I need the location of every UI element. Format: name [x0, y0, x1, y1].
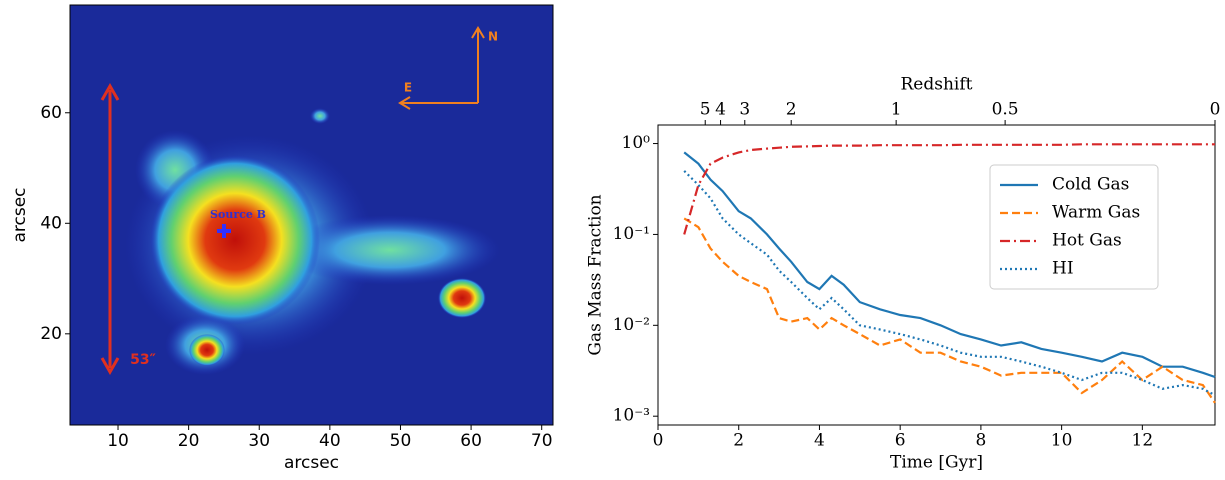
arrow-head: [100, 82, 120, 376]
x-tick-label: 30: [248, 431, 270, 451]
x-tick-label: 6: [895, 431, 906, 451]
x-tick-label: 4: [814, 431, 825, 451]
x-tick-label: 12: [1132, 431, 1154, 451]
emission: [280, 215, 500, 285]
legend-box: [989, 164, 1159, 290]
x-tick-label: 70: [531, 431, 553, 451]
x-axis-label: Time [Gyr]: [890, 453, 983, 473]
y-tick-label: 10⁻²: [613, 315, 650, 335]
annotation: N: [488, 30, 498, 44]
y-axis-label: arcsec: [10, 187, 30, 242]
x-tick-label: 2: [733, 431, 744, 451]
y-tick-label: 60: [40, 103, 62, 123]
axes-frame: [69, 4, 554, 426]
y-axis-label: Gas Mass Fraction: [586, 194, 606, 355]
x-tick-label: 20: [178, 431, 200, 451]
x-tick-label: 40: [319, 431, 341, 451]
x2-axis-label: Redshift: [901, 75, 973, 95]
legend-label: Hot Gas: [1052, 231, 1122, 251]
emission: [189, 334, 225, 366]
series-line: [683, 151, 1216, 379]
axes-frame: [657, 124, 1216, 426]
y-tick-label: 10⁻³: [613, 406, 650, 426]
x2-tick-label: 1: [891, 100, 902, 120]
x2-tick-label: 0.5: [992, 100, 1019, 120]
series-line: [683, 143, 1215, 235]
compass: [398, 26, 485, 110]
emission: [438, 278, 486, 318]
x2-tick-label: 2: [786, 100, 797, 120]
x2-tick-label: 4: [715, 100, 726, 120]
x-tick-label: 50: [390, 431, 412, 451]
x2-tick-label: 0: [1210, 100, 1221, 120]
annotation: 53″: [130, 352, 156, 368]
annotation: E: [404, 81, 412, 95]
y-tick-label: 10⁻¹: [613, 224, 650, 244]
x2-tick-label: 5: [700, 100, 711, 120]
y-tick-label: 40: [40, 213, 62, 233]
x-tick-label: 10: [1051, 431, 1073, 451]
x-tick-label: 10: [107, 431, 129, 451]
x-tick-label: 60: [460, 431, 482, 451]
legend-label: Cold Gas: [1052, 175, 1129, 195]
series-line: [683, 217, 1216, 404]
y-tick-label: 10⁰: [622, 133, 651, 153]
legend-label: HI: [1052, 259, 1074, 279]
y-tick-label: 20: [40, 324, 62, 344]
annotation: Source B: [210, 208, 266, 221]
emission: [150, 155, 320, 325]
x-tick-label: 0: [653, 431, 664, 451]
emission: [310, 108, 330, 124]
x-tick-label: 8: [975, 431, 986, 451]
x-axis-label: arcsec: [284, 453, 339, 473]
source-marker: [217, 224, 231, 238]
legend-label: Warm Gas: [1052, 203, 1140, 223]
x2-tick-label: 3: [739, 100, 750, 120]
image: [70, 5, 553, 425]
